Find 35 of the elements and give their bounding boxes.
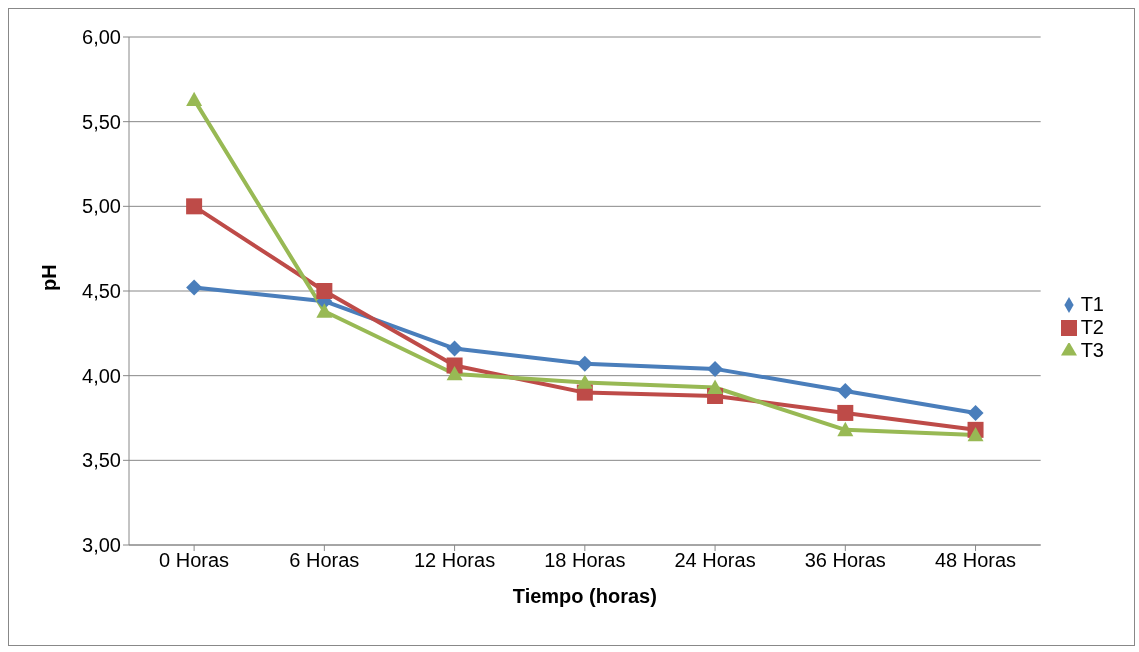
x-tick-label: 6 Horas [289, 549, 360, 572]
y-axis-title: pH [38, 264, 61, 291]
point [576, 355, 593, 372]
point [967, 426, 984, 442]
y-tick-label: 6,00 [82, 26, 121, 49]
point [707, 379, 724, 394]
point [837, 421, 854, 437]
point [707, 360, 724, 377]
legend-label: T2 [1080, 315, 1104, 338]
y-tick-label: 4,00 [82, 364, 121, 387]
y-tick-label: 3,50 [82, 449, 121, 472]
point [316, 303, 333, 318]
y-tick-label: 5,50 [82, 110, 121, 133]
x-tick-label: 0 Horas [159, 549, 230, 572]
y-tick-label: 5,00 [82, 195, 121, 218]
point [446, 365, 463, 381]
point [446, 340, 463, 357]
x-tick-label: 48 Horas [934, 549, 1017, 572]
point [837, 404, 854, 421]
point [316, 283, 333, 299]
point [186, 279, 203, 296]
x-axis-title: Tiempo (horas) [512, 585, 657, 607]
legend-label: T3 [1080, 338, 1104, 361]
point [837, 382, 854, 399]
point [186, 198, 203, 215]
x-tick-label: 12 Horas [414, 549, 496, 572]
point [967, 404, 984, 421]
x-tick-label: 24 Horas [674, 549, 756, 572]
point [576, 374, 593, 389]
y-tick-label: 3,00 [82, 534, 121, 557]
x-tick-label: 36 Horas [804, 549, 886, 572]
x-tick-label: 18 Horas [544, 549, 626, 572]
legend-label: T1 [1080, 292, 1104, 315]
y-tick-label: 4,50 [82, 280, 121, 303]
point [186, 91, 203, 107]
